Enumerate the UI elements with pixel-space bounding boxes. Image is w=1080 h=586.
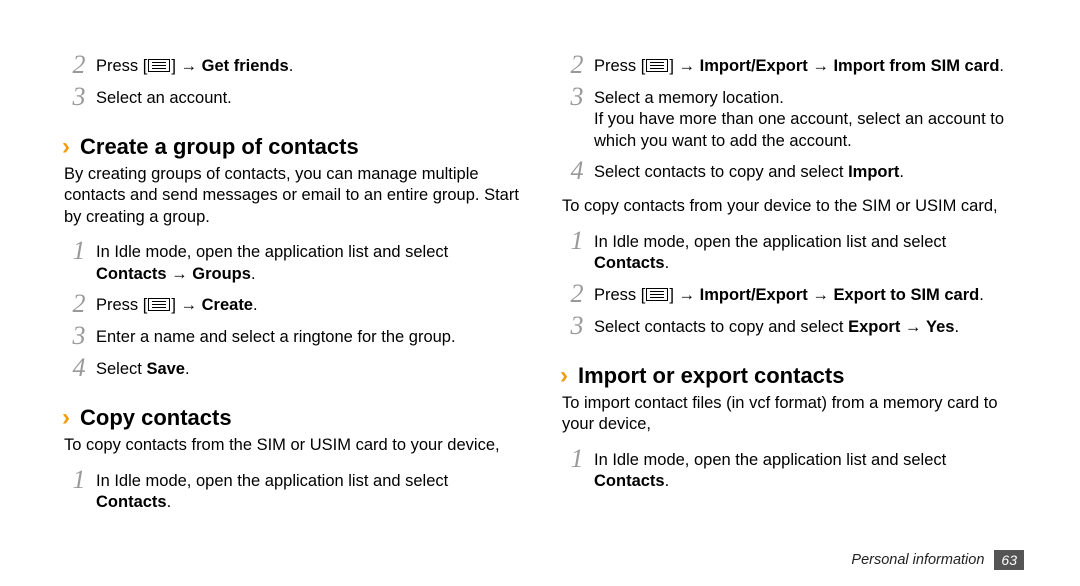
step-text: Enter a name and select a ringtone for t… xyxy=(96,323,456,348)
step-text: Select contacts to copy and select Expor… xyxy=(594,313,959,338)
step-number: 3 xyxy=(560,84,594,110)
menu-icon xyxy=(646,288,668,301)
step-text: Press [] → Import/Export → Export to SIM… xyxy=(594,281,984,306)
heading-create-group: › Create a group of contacts xyxy=(62,134,520,160)
heading-text: Import or export contacts xyxy=(578,363,844,389)
step-number: 3 xyxy=(560,313,594,339)
heading-import-export: › Import or export contacts xyxy=(560,363,1018,389)
step-row: 4Select contacts to copy and select Impo… xyxy=(560,158,1018,184)
chevron-icon: › xyxy=(62,406,70,430)
step-row: 2Press [] → Get friends. xyxy=(62,52,520,78)
menu-icon xyxy=(646,59,668,72)
step-number: 2 xyxy=(62,52,96,78)
step-row: 2Press [] → Import/Export → Import from … xyxy=(560,52,1018,78)
step-row: 1In Idle mode, open the application list… xyxy=(62,238,520,285)
step-row: 1In Idle mode, open the application list… xyxy=(62,467,520,514)
step-text: Select an account. xyxy=(96,84,232,109)
step-text: In Idle mode, open the application list … xyxy=(594,228,1018,275)
menu-icon xyxy=(148,298,170,311)
page-number: 63 xyxy=(994,550,1024,570)
step-number: 3 xyxy=(62,323,96,349)
step-row: 1In Idle mode, open the application list… xyxy=(560,228,1018,275)
footer-label: Personal information xyxy=(851,552,984,568)
step-row: 4Select Save. xyxy=(62,355,520,381)
left-column: 2Press [] → Get friends.3Select an accou… xyxy=(62,52,520,547)
step-row: 2Press [] → Import/Export → Export to SI… xyxy=(560,281,1018,307)
step-row: 3Select a memory location.If you have mo… xyxy=(560,84,1018,152)
steps-create-group: 1In Idle mode, open the application list… xyxy=(62,238,520,387)
pre-steps-right: 2Press [] → Import/Export → Import from … xyxy=(560,52,1018,190)
step-number: 2 xyxy=(62,291,96,317)
step-number: 2 xyxy=(560,52,594,78)
step-number: 1 xyxy=(560,228,594,254)
step-number: 1 xyxy=(560,446,594,472)
step-row: 3Enter a name and select a ringtone for … xyxy=(62,323,520,349)
heading-text: Create a group of contacts xyxy=(80,134,359,160)
step-row: 1In Idle mode, open the application list… xyxy=(560,446,1018,493)
step-text: Press [] → Import/Export → Import from S… xyxy=(594,52,1004,77)
intro-import-export: To import contact files (in vcf format) … xyxy=(562,393,1018,436)
step-text: Press [] → Create. xyxy=(96,291,258,316)
heading-text: Copy contacts xyxy=(80,405,232,431)
step-text: In Idle mode, open the application list … xyxy=(96,467,520,514)
chevron-icon: › xyxy=(62,135,70,159)
heading-copy-contacts: › Copy contacts xyxy=(62,405,520,431)
step-row: 2Press [] → Create. xyxy=(62,291,520,317)
step-number: 1 xyxy=(62,238,96,264)
intro-create-group: By creating groups of contacts, you can … xyxy=(64,164,520,228)
step-row: 3Select an account. xyxy=(62,84,520,110)
intro-copy-contacts: To copy contacts from the SIM or USIM ca… xyxy=(64,435,520,456)
mid-para: To copy contacts from your device to the… xyxy=(562,196,1018,217)
footer: Personal information 63 xyxy=(851,550,1024,570)
step-text: Select contacts to copy and select Impor… xyxy=(594,158,904,183)
step-number: 4 xyxy=(560,158,594,184)
steps-import-export: 1In Idle mode, open the application list… xyxy=(560,446,1018,499)
chevron-icon: › xyxy=(560,364,568,388)
step-text: Press [] → Get friends. xyxy=(96,52,293,77)
step-text: Select Save. xyxy=(96,355,190,380)
step-text: In Idle mode, open the application list … xyxy=(96,238,520,285)
step-number: 3 xyxy=(62,84,96,110)
step-text: Select a memory location.If you have mor… xyxy=(594,84,1018,152)
step-text: In Idle mode, open the application list … xyxy=(594,446,1018,493)
step-number: 2 xyxy=(560,281,594,307)
mid-steps: 1In Idle mode, open the application list… xyxy=(560,228,1018,345)
pre-steps-left: 2Press [] → Get friends.3Select an accou… xyxy=(62,52,520,116)
right-column: 2Press [] → Import/Export → Import from … xyxy=(560,52,1018,547)
step-number: 1 xyxy=(62,467,96,493)
step-row: 3Select contacts to copy and select Expo… xyxy=(560,313,1018,339)
menu-icon xyxy=(148,59,170,72)
steps-copy-contacts: 1In Idle mode, open the application list… xyxy=(62,467,520,520)
step-number: 4 xyxy=(62,355,96,381)
